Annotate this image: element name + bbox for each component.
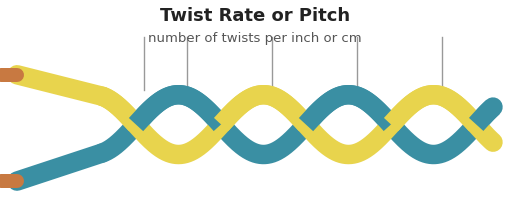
- Text: number of twists per inch or cm: number of twists per inch or cm: [148, 32, 361, 44]
- Text: Twist Rate or Pitch: Twist Rate or Pitch: [160, 7, 349, 25]
